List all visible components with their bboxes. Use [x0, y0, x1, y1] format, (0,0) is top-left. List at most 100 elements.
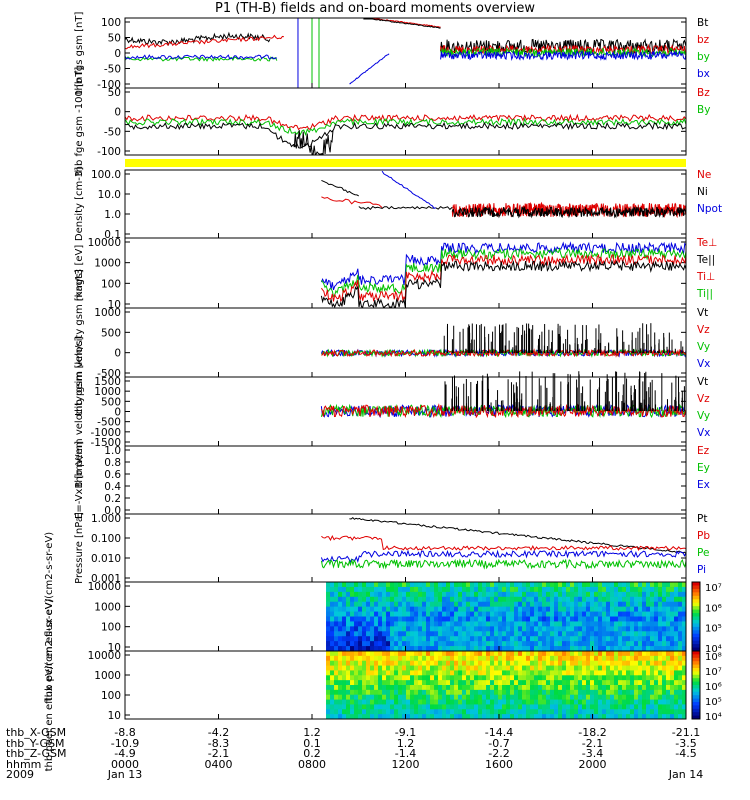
spectrogram-cell — [546, 665, 551, 671]
spectrogram-cell — [370, 704, 375, 710]
spectrogram-cell — [526, 680, 531, 686]
spectrogram-cell — [566, 699, 571, 705]
spectrogram-cell — [670, 689, 675, 696]
spectrogram-cell — [346, 616, 351, 622]
spectrogram-cell — [634, 631, 639, 637]
spectrogram-cell — [510, 694, 515, 701]
spectrogram-cell — [326, 641, 331, 647]
spectrogram-cell — [582, 641, 587, 647]
spectrogram-cell — [438, 714, 443, 720]
spectrogram-cell — [674, 665, 679, 671]
spectrogram-cell — [462, 680, 467, 686]
spectrogram-cell — [602, 709, 607, 715]
spectrogram-cell — [574, 626, 579, 632]
spectrogram-cell — [626, 704, 631, 710]
spectrogram-cell — [374, 631, 379, 637]
spectrogram-cell — [386, 616, 391, 622]
spectrogram-cell — [606, 646, 611, 652]
spectrogram-cell — [602, 670, 607, 676]
spectrogram-cell — [602, 586, 607, 593]
spectrogram-cell — [542, 704, 547, 710]
spectrogram-cell — [418, 651, 423, 657]
spectrogram-cell — [478, 582, 483, 588]
spectrogram-cell — [350, 680, 355, 686]
spectrogram-cell — [366, 611, 371, 617]
spectrogram-cell — [366, 655, 371, 662]
spectrogram-cell — [358, 670, 363, 676]
spectrogram-cell — [518, 582, 523, 588]
spectrogram-cell — [474, 675, 479, 681]
spectrogram-cell — [526, 591, 531, 598]
spectrogram-cell — [354, 709, 359, 715]
spectrogram-cell — [502, 611, 507, 617]
spectrogram-cell — [630, 694, 635, 701]
spectrogram-cell — [394, 606, 399, 613]
spectrogram-cell — [582, 582, 587, 588]
spectrogram-cell — [554, 665, 559, 671]
spectrogram-cell — [554, 675, 559, 681]
spectrogram-cell — [482, 704, 487, 710]
spectrogram-cell — [550, 670, 555, 676]
spectrogram-cell — [450, 636, 455, 642]
spectrogram-cell — [366, 606, 371, 613]
spectrogram-cell — [374, 689, 379, 696]
spectrogram-cell — [538, 704, 543, 710]
spectrogram-cell — [390, 591, 395, 598]
spectrogram-cell — [642, 675, 647, 681]
spectrogram-cell — [502, 606, 507, 613]
spectrogram-cell — [394, 601, 399, 608]
spectrogram-cell — [510, 636, 515, 642]
spectrogram-cell — [558, 685, 563, 691]
spectrogram-cell — [538, 680, 543, 686]
spectrogram-cell — [522, 616, 527, 622]
spectrogram-cell — [558, 689, 563, 696]
spectrogram-cell — [386, 670, 391, 676]
spectrogram-cell — [646, 591, 651, 598]
spectrogram-cell — [486, 685, 491, 691]
spectrogram-cell — [350, 714, 355, 720]
spectrogram-cell — [494, 689, 499, 696]
spectrogram-cell — [326, 660, 331, 667]
spectrogram-cell — [630, 704, 635, 710]
ephemeris-value: -10.9 — [110, 736, 140, 750]
y-axis-label: thb fge gsm -100 [nT] — [74, 67, 85, 177]
spectrogram-cell — [566, 596, 571, 603]
spectrogram-cell — [574, 621, 579, 627]
spectrogram-cell — [330, 631, 335, 637]
spectrogram-cell — [646, 660, 651, 667]
spectrogram-cell — [578, 586, 583, 593]
spectrogram-cell — [642, 641, 647, 647]
spectrogram-cell — [614, 694, 619, 701]
spectrogram-cell — [546, 670, 551, 676]
spectrogram-ion — [326, 582, 687, 652]
spectrogram-cell — [570, 685, 575, 691]
spectrogram-cell — [550, 621, 555, 627]
spectrogram-cell — [602, 699, 607, 705]
spectrogram-cell — [586, 606, 591, 613]
spectrogram-cell — [342, 665, 347, 671]
ephemeris-value: -2.1 — [207, 747, 230, 760]
spectrogram-cell — [386, 596, 391, 603]
spectrogram-cell — [546, 651, 551, 657]
spectrogram-cell — [414, 655, 419, 662]
spectrogram-cell — [618, 596, 623, 603]
spectrogram-cell — [374, 665, 379, 671]
spectrogram-cell — [578, 704, 583, 710]
spectrogram-cell — [678, 665, 683, 671]
spectrogram-cell — [518, 689, 523, 696]
spectrogram-cell — [630, 621, 635, 627]
spectrogram-cell — [326, 626, 331, 632]
y-tick-label: 0 — [114, 348, 121, 360]
spectrogram-cell — [618, 675, 623, 681]
spectrogram-cell — [618, 655, 623, 662]
spectrogram-cell — [638, 601, 643, 608]
spectrogram-cell — [646, 582, 651, 588]
spectrogram-cell — [538, 586, 543, 593]
spectrogram-cell — [622, 646, 627, 652]
spectrogram-cell — [466, 596, 471, 603]
spectrogram-cell — [490, 641, 495, 647]
spectrogram-cell — [514, 631, 519, 637]
spectrogram-cell — [642, 601, 647, 608]
legend-entry: Ti|| — [696, 288, 713, 300]
spectrogram-cell — [546, 699, 551, 705]
